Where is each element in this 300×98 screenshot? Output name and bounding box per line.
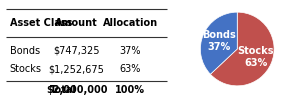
- Text: Bonds: Bonds: [10, 46, 40, 56]
- Text: Asset Class: Asset Class: [10, 18, 72, 28]
- Text: Amount: Amount: [55, 18, 98, 28]
- Text: 63%: 63%: [119, 64, 141, 74]
- Text: $1,252,675: $1,252,675: [49, 64, 105, 74]
- Text: $2,000,000: $2,000,000: [46, 85, 107, 95]
- Text: Stocks
63%: Stocks 63%: [238, 46, 274, 68]
- Text: Bonds
37%: Bonds 37%: [202, 30, 236, 52]
- Title: Asset Allocation: Asset Allocation: [181, 0, 294, 3]
- Text: Stocks: Stocks: [10, 64, 42, 74]
- Wedge shape: [200, 12, 237, 74]
- Text: Total: Total: [50, 85, 76, 95]
- Text: 37%: 37%: [119, 46, 141, 56]
- Text: Allocation: Allocation: [103, 18, 158, 28]
- Wedge shape: [210, 12, 274, 86]
- Text: $747,325: $747,325: [53, 46, 100, 56]
- Text: 100%: 100%: [115, 85, 145, 95]
